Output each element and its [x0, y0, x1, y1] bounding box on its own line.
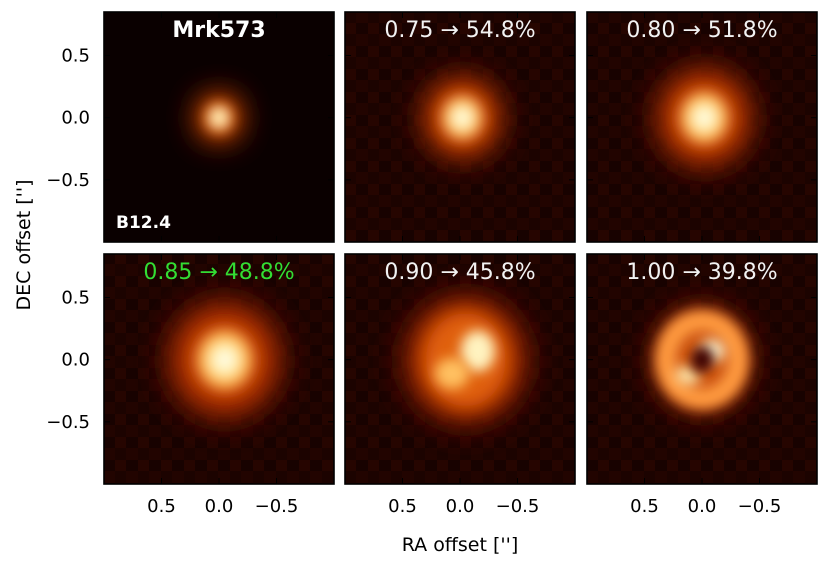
- source-emission: [411, 64, 513, 171]
- panel-title: 1.00 → 39.8%: [626, 260, 777, 285]
- source-emission: [643, 54, 766, 182]
- source-emission: [389, 280, 542, 440]
- panel-2: 0.75 → 54.8%: [344, 11, 576, 243]
- x-tick-label: 0.0: [205, 496, 234, 517]
- x-tick-label: 0.5: [388, 496, 417, 517]
- source-emission: [153, 285, 296, 434]
- panel-3: 0.80 → 51.8%: [586, 11, 818, 243]
- panel-1: Mrk573 B12.4 0.5 0.0 −0.5: [46, 11, 335, 243]
- x-tick-label: −0.5: [738, 496, 782, 517]
- y-tick-label: 0.5: [61, 46, 90, 67]
- y-tick-label: −0.5: [46, 170, 90, 191]
- x-tick-label: 0.0: [446, 496, 475, 517]
- panel-5: 0.90 → 45.8% 0.5 0.0 −0.5: [344, 253, 576, 517]
- y-axis-label: DEC offset ['']: [13, 179, 35, 310]
- panel-title: 0.90 → 45.8%: [384, 260, 535, 285]
- source-emission: [188, 85, 250, 150]
- panel-annotation: B12.4: [116, 213, 171, 233]
- panel-title: 0.85 → 48.8%: [143, 260, 294, 285]
- source-emission: [641, 293, 763, 426]
- x-tick-label: −0.5: [496, 496, 540, 517]
- panel-title: Mrk573: [172, 18, 265, 43]
- x-axis-label: RA offset ['']: [402, 534, 519, 556]
- panel-title: 0.80 → 51.8%: [626, 18, 777, 43]
- x-tick-label: 0.0: [688, 496, 717, 517]
- panel-6: 1.00 → 39.8% 0.5 0.0 −0.5: [586, 253, 818, 517]
- y-tick-label: 0.0: [61, 108, 90, 129]
- panel-4: 0.85 → 48.8% 0.5 0.0 −0.5 0.5 0.0 −0.5: [46, 253, 335, 517]
- y-tick-label: 0.5: [61, 288, 90, 309]
- y-tick-label: −0.5: [46, 412, 90, 433]
- panel-title: 0.75 → 54.8%: [384, 18, 535, 43]
- panels-group: Mrk573 B12.4 0.5 0.0 −0.5 0.75 → 54.8% 0.80 → …: [46, 11, 818, 517]
- x-tick-label: −0.5: [255, 496, 299, 517]
- x-tick-label: 0.5: [630, 496, 659, 517]
- y-tick-label: 0.0: [61, 350, 90, 371]
- x-tick-label: 0.5: [147, 496, 176, 517]
